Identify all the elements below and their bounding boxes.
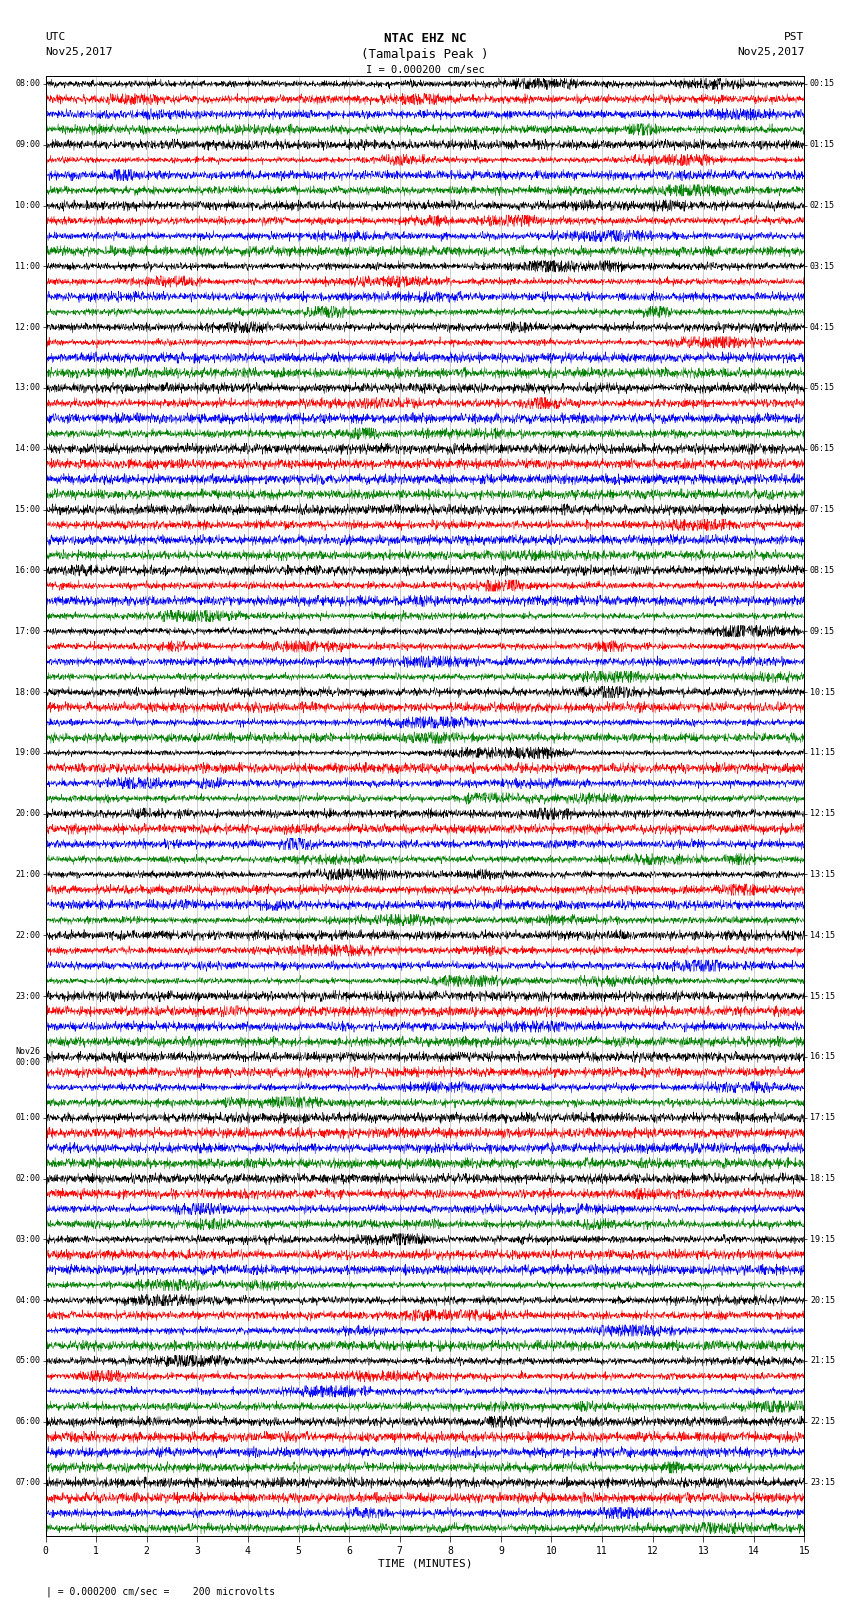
Text: Nov25,2017: Nov25,2017 xyxy=(46,47,113,56)
Text: PST: PST xyxy=(785,32,804,42)
Text: NTAC EHZ NC: NTAC EHZ NC xyxy=(383,32,467,45)
Text: I = 0.000200 cm/sec: I = 0.000200 cm/sec xyxy=(366,65,484,74)
Text: | = 0.000200 cm/sec =    200 microvolts: | = 0.000200 cm/sec = 200 microvolts xyxy=(46,1586,275,1597)
Text: UTC: UTC xyxy=(46,32,65,42)
X-axis label: TIME (MINUTES): TIME (MINUTES) xyxy=(377,1560,473,1569)
Text: Nov25,2017: Nov25,2017 xyxy=(737,47,804,56)
Text: (Tamalpais Peak ): (Tamalpais Peak ) xyxy=(361,48,489,61)
